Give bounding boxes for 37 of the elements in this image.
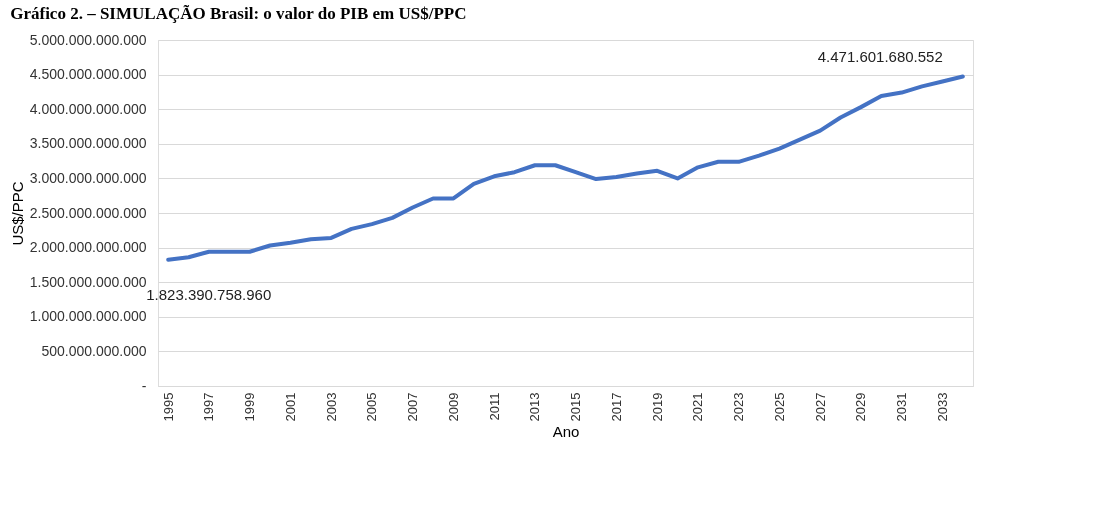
x-tick-label: 2031 (894, 392, 910, 422)
chart-title: Gráfico 2. – SIMULAÇÃO Brasil: o valor do PIB em US$/PPC (10, 4, 467, 23)
y-tick-label: 1.500.000.000.000 (29, 273, 147, 290)
x-axis-title: Ano (552, 423, 580, 441)
x-tick-label: 2007 (405, 392, 421, 422)
x-tick-label: 2025 (771, 392, 787, 422)
x-tick-label: 2009 (445, 392, 461, 422)
y-tick-label: 2.000.000.000.000 (29, 239, 147, 256)
y-tick-label: 2.500.000.000.000 (29, 204, 147, 221)
y-tick-label: 500.000.000.000 (41, 342, 147, 359)
y-tick-label: 4.500.000.000.000 (29, 66, 147, 83)
x-tick-label: 1995 (160, 392, 176, 422)
x-tick-label: 2019 (649, 392, 665, 422)
y-tick-label: 3.500.000.000.000 (29, 135, 147, 152)
y-tick-label: 5.000.000.000.000 (29, 31, 147, 48)
x-tick-label: 2015 (568, 392, 584, 422)
x-tick-label: 2021 (690, 392, 706, 422)
x-tick-label: 2011 (486, 392, 502, 421)
x-tick-label: 2003 (323, 392, 339, 422)
x-tick-label: 2027 (812, 392, 828, 422)
y-tick-label: 1.000.000.000.000 (29, 308, 147, 325)
x-tick-label: 2005 (364, 392, 380, 422)
data-label: 1.823.390.758.960 (146, 285, 272, 303)
y-tick-label: - (141, 377, 147, 394)
data-label: 4.471.601.680.552 (817, 47, 943, 65)
y-axis-title: US$/PPC (8, 181, 26, 246)
x-tick-label: 2033 (934, 392, 950, 422)
x-tick-label: 1999 (242, 392, 258, 422)
x-tick-label: 2023 (731, 392, 747, 422)
x-tick-label: 1997 (201, 392, 217, 422)
x-tick-label: 2013 (527, 392, 543, 422)
y-tick-label: 4.000.000.000.000 (29, 100, 147, 117)
x-tick-label: 2029 (853, 392, 869, 422)
x-tick-label: 2017 (608, 392, 624, 422)
line-series (166, 74, 965, 262)
y-tick-label: 3.000.000.000.000 (29, 169, 147, 186)
x-tick-label: 2001 (282, 392, 298, 422)
